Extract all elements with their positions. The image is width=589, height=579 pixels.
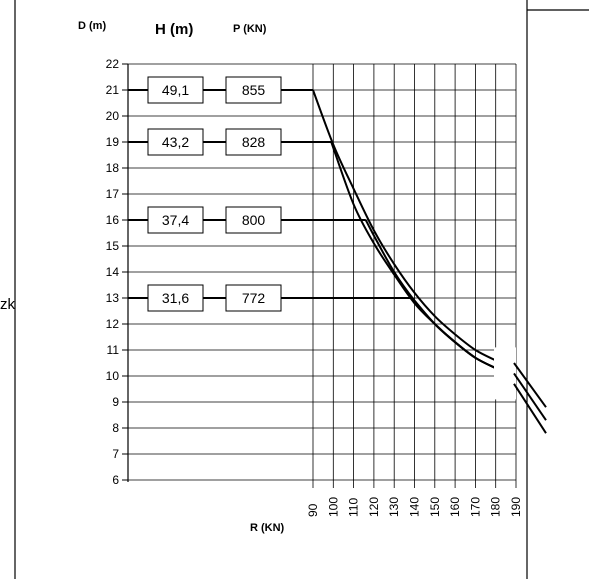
curves xyxy=(312,89,497,370)
y-tick-label: 22 xyxy=(106,57,120,71)
h-value: 49,1 xyxy=(162,82,189,98)
h-value-box xyxy=(147,128,204,156)
x-tick-label: 180 xyxy=(489,497,503,517)
x-ticks: 90 100 110 120 130 140 150 160 170 180 190 xyxy=(306,497,523,517)
y-tick-label: 9 xyxy=(112,395,119,409)
y-tick-label: 17 xyxy=(106,187,120,201)
h-value-box xyxy=(147,284,204,312)
y-tick-label: 20 xyxy=(106,109,120,123)
curve-series-4 xyxy=(411,296,497,370)
y-tick-label: 7 xyxy=(112,447,119,461)
h-value-box xyxy=(147,206,204,234)
p-value-box xyxy=(225,76,282,104)
curve-continuation-line xyxy=(513,372,547,421)
page-frame xyxy=(14,0,589,579)
header-p: P (KN) xyxy=(233,23,267,35)
x-tick-label: 90 xyxy=(306,503,320,517)
x-tick-label: 170 xyxy=(468,497,482,517)
h-value-box xyxy=(147,76,204,104)
x-tick-label: 140 xyxy=(408,497,422,517)
page-fragment-text: zk xyxy=(0,296,15,313)
y-tick-label: 10 xyxy=(106,369,120,383)
curve-series-1 xyxy=(312,89,497,362)
curve-series-3 xyxy=(364,219,497,370)
y-tick-label: 11 xyxy=(107,343,120,357)
p-value: 800 xyxy=(242,212,266,228)
y-tick-label: 8 xyxy=(112,421,119,435)
y-tick-label: 21 xyxy=(106,83,120,97)
y-tick-label: 18 xyxy=(106,161,120,175)
p-value-box xyxy=(225,284,282,312)
y-tick-label: 16 xyxy=(106,213,120,227)
y-tick-label: 12 xyxy=(106,317,120,331)
y-tick-label: 13 xyxy=(106,291,120,305)
h-value: 43,2 xyxy=(162,134,189,150)
header-d: D (m) xyxy=(78,20,107,32)
curve-series-2 xyxy=(330,141,497,370)
y-tick-label: 19 xyxy=(106,135,120,149)
y-tick-label: 15 xyxy=(106,239,120,253)
p-value-box xyxy=(225,128,282,156)
x-tick-label: 100 xyxy=(326,497,340,517)
x-tick-label: 120 xyxy=(367,497,381,517)
x-tick-label: 190 xyxy=(509,497,523,517)
p-value: 828 xyxy=(242,134,266,150)
h-value: 31,6 xyxy=(162,290,189,306)
y-tick-label: 6 xyxy=(112,473,119,487)
grid xyxy=(128,63,517,488)
y-ticks: 22 21 20 19 18 17 16 15 14 13 12 11 10 9 8 7 6 xyxy=(106,57,128,487)
x-tick-label: 150 xyxy=(428,497,442,517)
p-value: 772 xyxy=(242,290,266,306)
p-value-box xyxy=(225,206,282,234)
x-tick-label: 160 xyxy=(448,497,462,517)
x-tick-label: 130 xyxy=(387,497,401,517)
x-axis-label: R (KN) xyxy=(250,522,285,534)
p-value: 855 xyxy=(242,82,266,98)
h-value: 37,4 xyxy=(162,212,189,228)
curve-break xyxy=(494,347,516,400)
value-rows: 49,1 855 43,2 828 37,4 800 31,6 772 xyxy=(128,76,413,312)
curve-continuation xyxy=(494,347,547,434)
x-tick-label: 110 xyxy=(347,498,361,517)
curve-continuation-line xyxy=(513,383,547,434)
curve-continuation-line xyxy=(513,362,547,408)
y-tick-label: 14 xyxy=(106,265,120,279)
header-h: H (m) xyxy=(155,21,194,38)
